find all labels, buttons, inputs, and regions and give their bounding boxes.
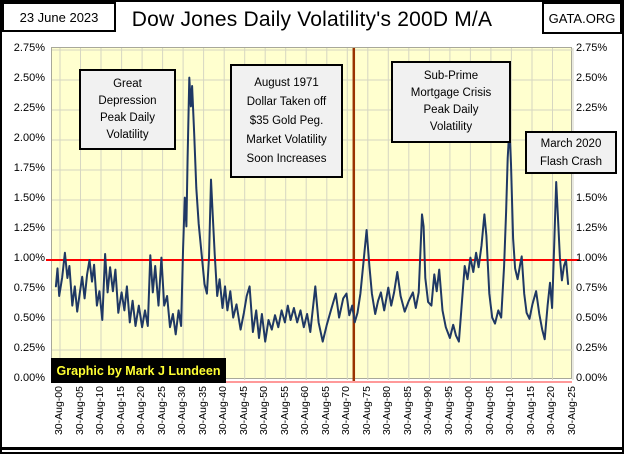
site-box: GATA.ORG bbox=[542, 2, 622, 34]
x-tick-label: 30-Aug-95 bbox=[443, 386, 455, 436]
site-label: GATA.ORG bbox=[548, 10, 616, 26]
x-tick-label: 30-Aug-00 bbox=[53, 386, 65, 436]
date-box: 23 June 2023 bbox=[2, 2, 116, 32]
y-tick-label-right: 2.50% bbox=[576, 72, 608, 84]
x-tick-label: 30-Aug-20 bbox=[545, 386, 557, 436]
x-tick-label: 30-Aug-00 bbox=[463, 386, 475, 436]
bottom-frame-line bbox=[2, 447, 622, 450]
x-tick-label: 30-Aug-10 bbox=[94, 386, 106, 436]
credit-box: Graphic by Mark J Lundeen bbox=[51, 358, 226, 383]
annotation-march-2020: March 2020 Flash Crash bbox=[525, 131, 617, 174]
x-tick-label: 30-Aug-75 bbox=[361, 386, 373, 436]
x-tick-label: 30-Aug-45 bbox=[238, 386, 250, 436]
y-tick-label-right: 0.75% bbox=[576, 282, 608, 294]
x-tick-label: 30-Aug-30 bbox=[176, 386, 188, 436]
x-tick-label: 30-Aug-50 bbox=[258, 386, 270, 436]
x-tick-label: 30-Aug-55 bbox=[279, 386, 291, 436]
y-tick-label-left: 1.25% bbox=[13, 222, 45, 234]
x-tick-label: 30-Aug-65 bbox=[320, 386, 332, 436]
x-tick-label: 30-Aug-80 bbox=[381, 386, 393, 436]
y-tick-label-right: 1.25% bbox=[576, 222, 608, 234]
y-tick-label-left: 1.50% bbox=[13, 192, 45, 204]
y-tick-label-left: 0.50% bbox=[13, 312, 45, 324]
y-tick-label-left: 2.00% bbox=[13, 132, 45, 144]
y-tick-label-right: 1.00% bbox=[576, 252, 608, 264]
x-tick-label: 30-Aug-60 bbox=[299, 386, 311, 436]
annotation-great-depression: Great Depression Peak Daily Volatility bbox=[79, 69, 176, 150]
x-tick-label: 30-Aug-90 bbox=[422, 386, 434, 436]
x-tick-label: 30-Aug-15 bbox=[115, 386, 127, 436]
y-tick-label-left: 0.75% bbox=[13, 282, 45, 294]
y-tick-label-right: 1.50% bbox=[576, 192, 608, 204]
annotation-subprime: Sub-Prime Mortgage Crisis Peak Daily Vol… bbox=[391, 61, 511, 143]
y-tick-label-left: 0.25% bbox=[13, 342, 45, 354]
y-tick-label-left: 2.50% bbox=[13, 72, 45, 84]
credit-label: Graphic by Mark J Lundeen bbox=[56, 363, 221, 378]
x-tick-label: 30-Aug-25 bbox=[156, 386, 168, 436]
y-tick-label-left: 2.25% bbox=[13, 102, 45, 114]
y-tick-label-right: 0.25% bbox=[576, 342, 608, 354]
x-tick-label: 30-Aug-05 bbox=[484, 386, 496, 436]
x-tick-label: 30-Aug-85 bbox=[402, 386, 414, 436]
x-tick-label: 30-Aug-20 bbox=[135, 386, 147, 436]
x-tick-label: 30-Aug-05 bbox=[74, 386, 86, 436]
x-tick-label: 30-Aug-10 bbox=[504, 386, 516, 436]
x-axis-underline bbox=[51, 381, 572, 383]
y-tick-label-right: 2.75% bbox=[576, 42, 608, 54]
y-tick-label-left: 1.75% bbox=[13, 162, 45, 174]
y-tick-label-right: 2.25% bbox=[576, 102, 608, 114]
chart-title: Dow Jones Daily Volatility's 200D M/A bbox=[131, 8, 493, 31]
y-tick-label-left: 1.00% bbox=[13, 252, 45, 264]
annotation-august-1971: August 1971 Dollar Taken off $35 Gold Pe… bbox=[230, 64, 343, 178]
y-tick-label-right: 0.00% bbox=[576, 372, 608, 384]
y-tick-label-right: 0.50% bbox=[576, 312, 608, 324]
x-tick-label: 30-Aug-70 bbox=[340, 386, 352, 436]
x-tick-label: 30-Aug-15 bbox=[525, 386, 537, 436]
date-label: 23 June 2023 bbox=[19, 9, 99, 25]
x-tick-label: 30-Aug-35 bbox=[197, 386, 209, 436]
x-tick-label: 30-Aug-25 bbox=[566, 386, 578, 436]
y-tick-label-left: 2.75% bbox=[13, 42, 45, 54]
x-tick-label: 30-Aug-40 bbox=[217, 386, 229, 436]
y-tick-label-left: 0.00% bbox=[13, 372, 45, 384]
